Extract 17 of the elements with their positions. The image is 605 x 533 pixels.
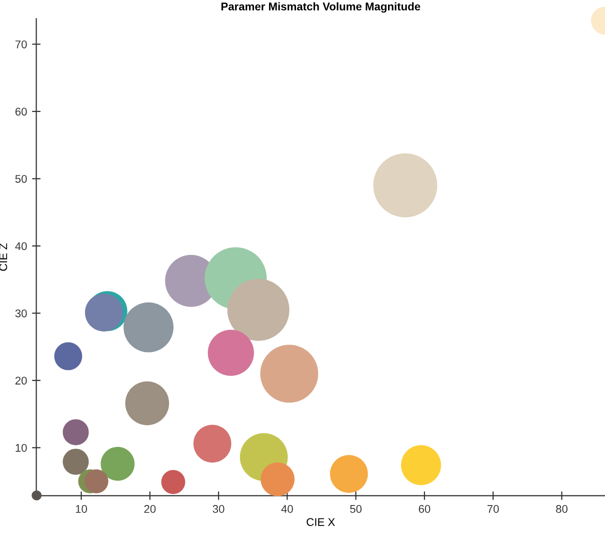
x-tick-label: 30 (212, 505, 224, 513)
x-axis-title: CIE X (306, 518, 335, 526)
y-tick-label: 40 (15, 242, 27, 250)
y-tick-label: 20 (15, 376, 27, 385)
y-tick-label: 30 (15, 309, 27, 318)
y-tick-label: 10 (16, 444, 27, 452)
x-tick-label: 80 (556, 505, 568, 513)
x-tick-label: 50 (350, 505, 362, 513)
x-tick-label: 70 (488, 505, 499, 513)
y-tick-label: 70 (15, 40, 27, 48)
x-tick-label: 40 (281, 505, 293, 513)
chart-title: Paramer Mismatch Volume Magnitude (221, 2, 420, 13)
y-tick-label: 60 (15, 108, 27, 116)
x-tick-label: 60 (418, 505, 430, 513)
x-tick-label: 20 (144, 505, 156, 513)
x-tick-label: 10 (76, 505, 88, 513)
y-tick-label: 50 (15, 174, 27, 183)
